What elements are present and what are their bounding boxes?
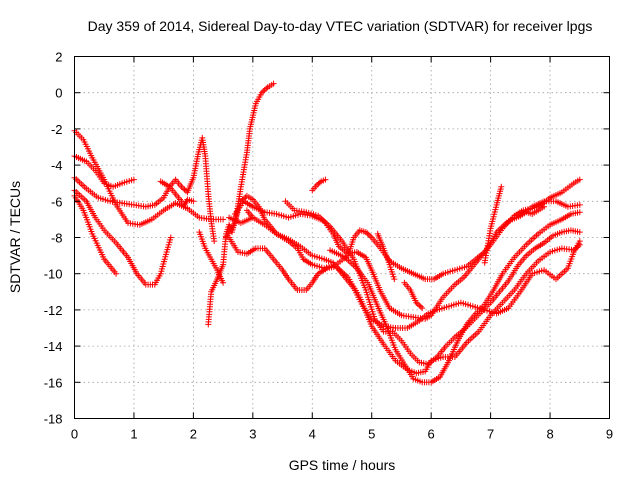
y-tick-label: -14 xyxy=(44,339,63,354)
y-tick-label: -6 xyxy=(51,194,63,209)
x-tick-label: 6 xyxy=(428,427,435,442)
series-track-14 xyxy=(309,176,329,194)
x-tick-labels: 0 1 2 3 4 5 6 7 8 9 xyxy=(71,427,613,442)
series-track-18 xyxy=(401,279,426,312)
y-axis-label: SDTVAR / TECUs xyxy=(7,181,23,293)
y-tick-label: -4 xyxy=(51,158,63,173)
series-track-15 xyxy=(243,207,256,221)
x-tick-label: 8 xyxy=(546,427,553,442)
series-track-13 xyxy=(327,209,583,386)
data-series xyxy=(71,80,583,386)
series-track-17 xyxy=(374,230,398,283)
y-tick-label: -10 xyxy=(44,267,63,282)
axis-ticks xyxy=(74,56,610,419)
x-tick-label: 3 xyxy=(249,427,256,442)
x-tick-label: 1 xyxy=(130,427,137,442)
y-tick-label: -12 xyxy=(44,303,63,318)
x-tick-label: 5 xyxy=(368,427,375,442)
series-track-12 xyxy=(232,176,583,322)
series-track-20 xyxy=(517,203,548,219)
x-tick-label: 0 xyxy=(71,427,78,442)
y-tick-label: -16 xyxy=(44,375,63,390)
series-track-19 xyxy=(481,183,505,266)
series-track-8 xyxy=(196,229,227,286)
y-tick-label: 2 xyxy=(55,50,62,65)
series-track-16 xyxy=(282,198,583,368)
y-tick-label: 0 xyxy=(55,86,62,101)
chart-title: Day 359 of 2014, Sidereal Day-to-day VTE… xyxy=(88,18,593,34)
x-tick-label: 7 xyxy=(487,427,494,442)
y-tick-label: -18 xyxy=(44,412,63,427)
x-tick-label: 9 xyxy=(606,427,613,442)
series-track-3 xyxy=(71,134,218,245)
x-tick-label: 4 xyxy=(309,427,316,442)
y-tick-labels: -18 -16 -14 -12 -10 -8 -6 -4 -2 0 2 xyxy=(44,50,63,427)
x-axis-label: GPS time / hours xyxy=(289,457,396,473)
series-track-4 xyxy=(71,192,120,277)
x-tick-label: 2 xyxy=(190,427,197,442)
gridlines xyxy=(74,56,610,419)
series-track-6 xyxy=(157,178,197,208)
y-tick-label: -2 xyxy=(51,122,63,137)
y-tick-label: -8 xyxy=(51,231,63,246)
